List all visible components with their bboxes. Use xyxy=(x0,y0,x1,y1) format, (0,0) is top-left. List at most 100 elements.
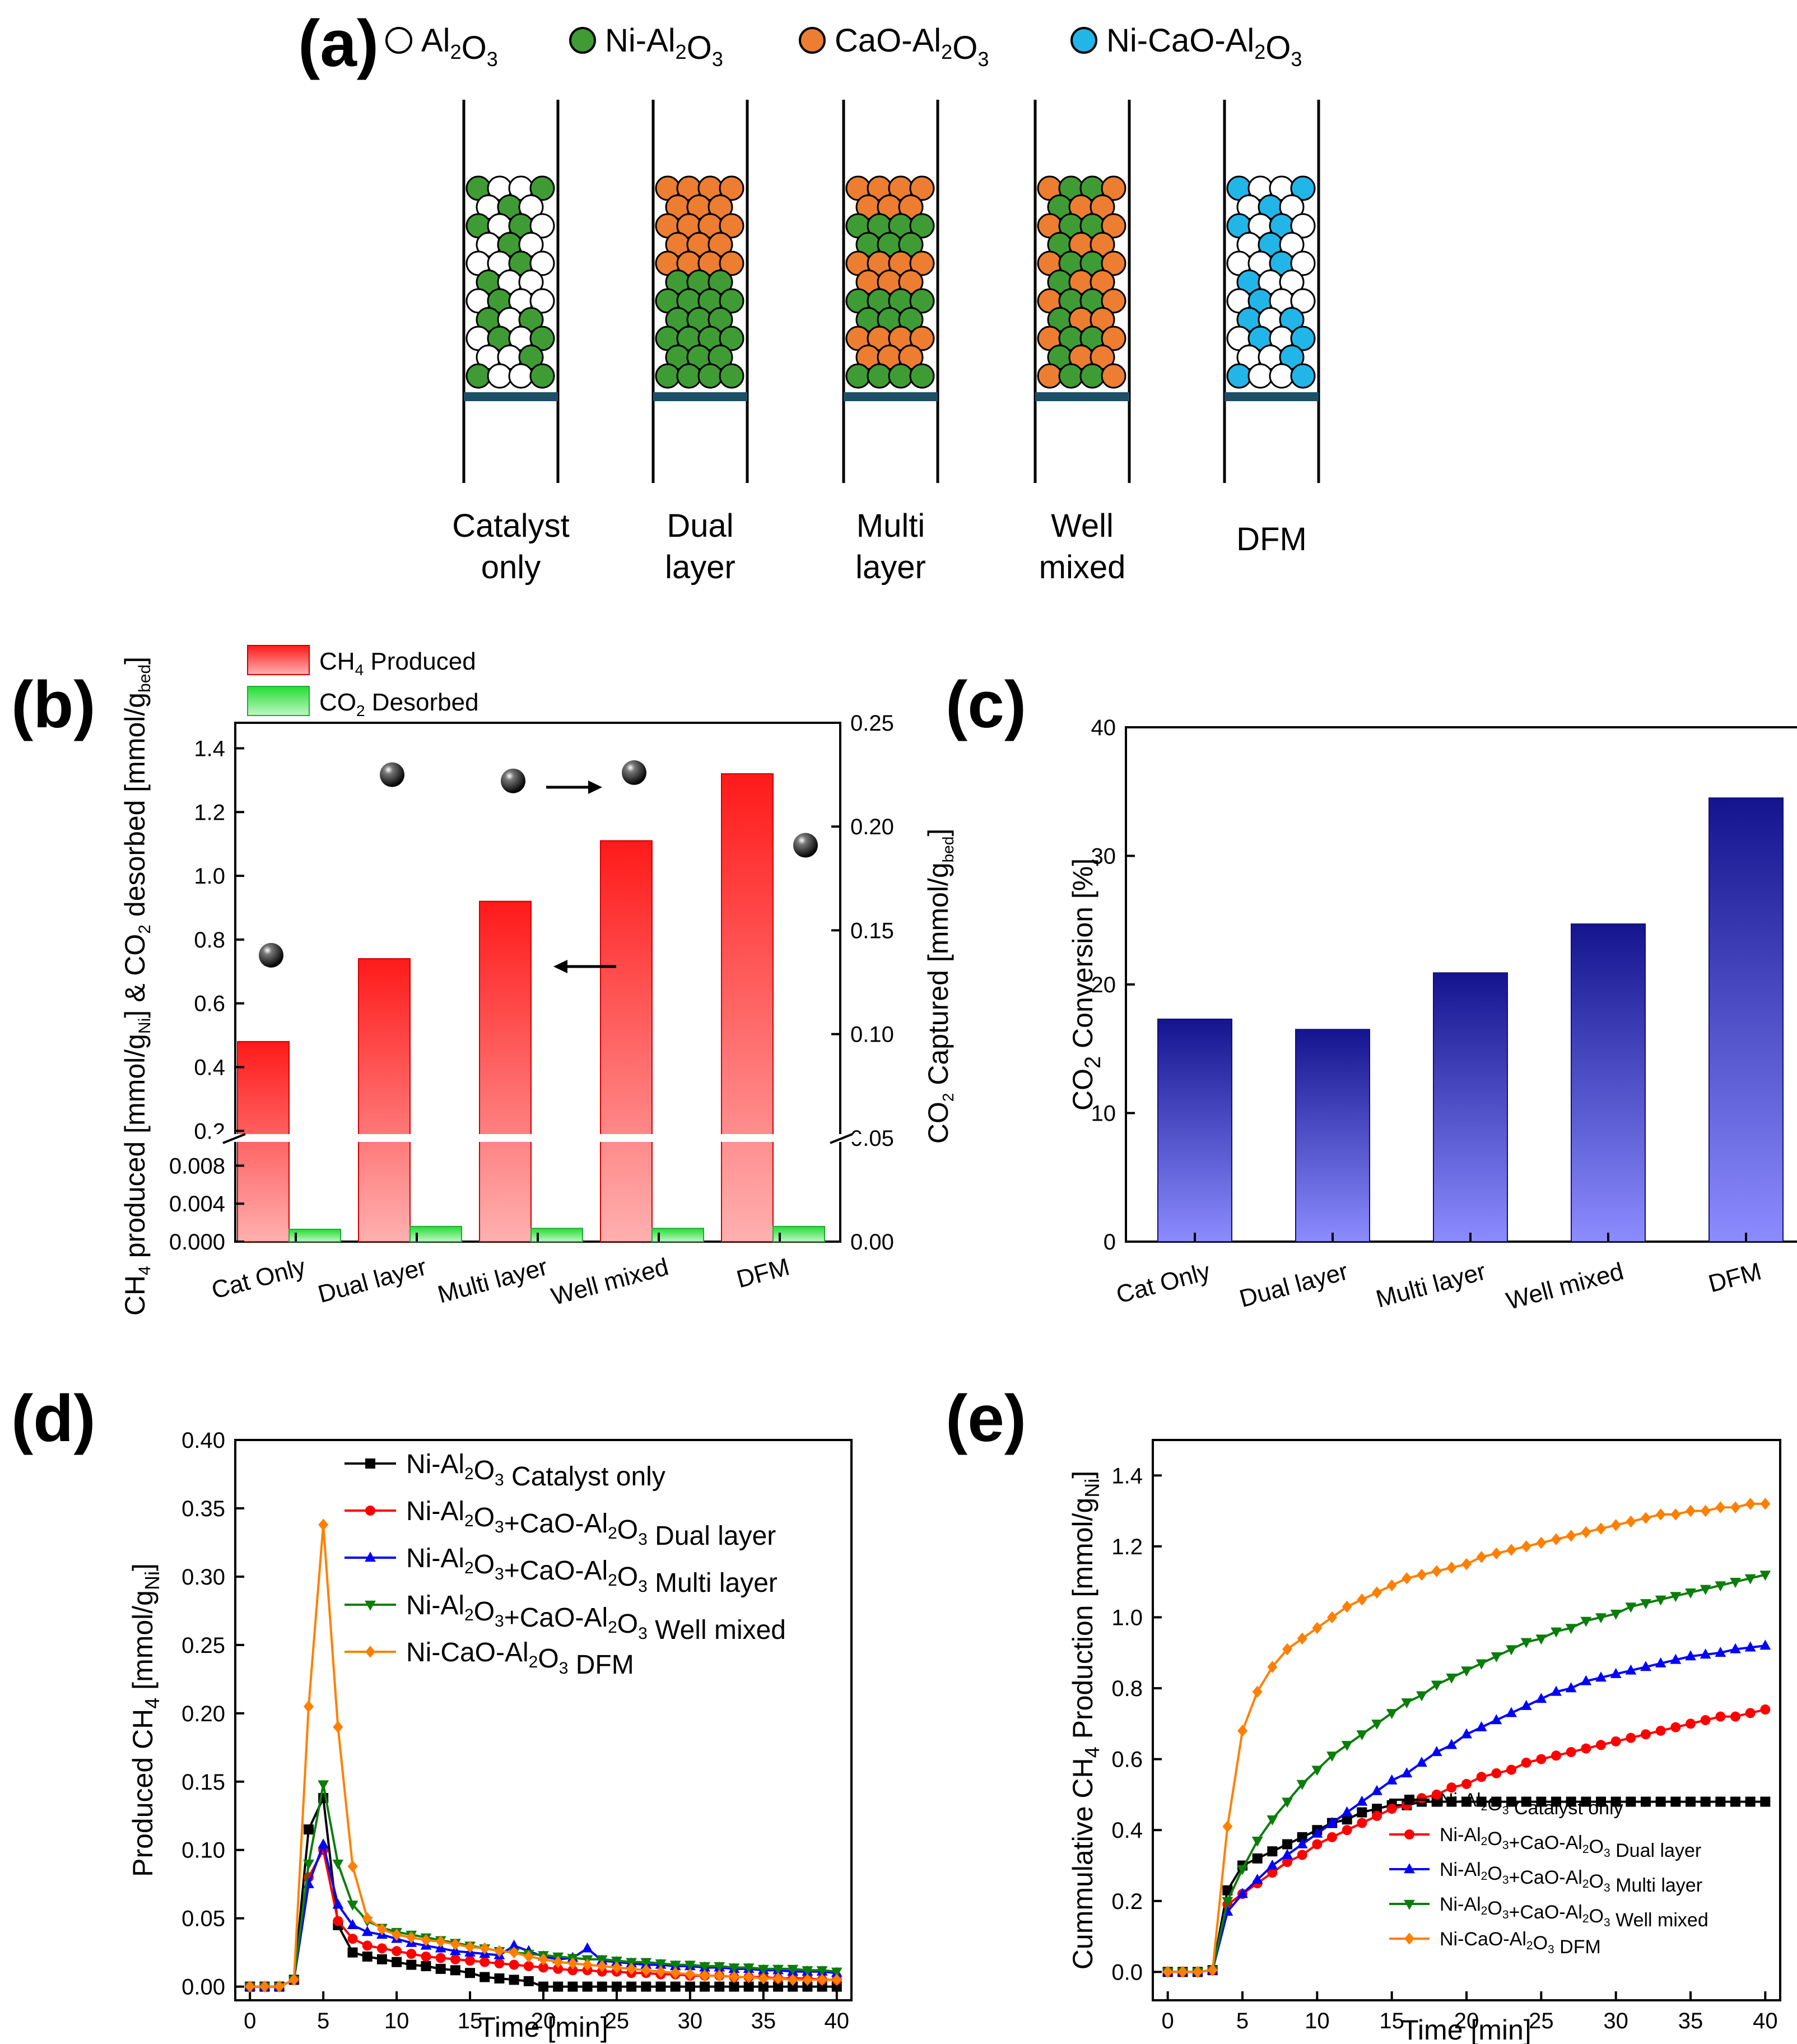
d-point-s1 xyxy=(685,1981,695,1992)
d-point-s4 xyxy=(669,1961,681,1971)
particle xyxy=(888,363,914,389)
d-point-s1 xyxy=(773,1981,784,1992)
e-point-s3 xyxy=(1655,1657,1666,1667)
d-legend-label-3: Ni-Al2O3+CaO-Al2O3 Multi layer xyxy=(406,1544,778,1598)
d-point-s4 xyxy=(757,1964,769,1975)
d-point-s1 xyxy=(523,1976,534,1986)
e-point-s1 xyxy=(1297,1832,1307,1842)
b-ytick-label: 1.2 xyxy=(194,800,225,825)
e-point-s5 xyxy=(1282,1643,1292,1656)
e-point-s4 xyxy=(1595,1613,1607,1624)
e-point-s3 xyxy=(1759,1639,1771,1650)
e-legend-marker-2 xyxy=(1404,1829,1414,1839)
d-point-s2 xyxy=(509,1959,519,1970)
panel-label-d: (d) xyxy=(11,1382,96,1456)
particle xyxy=(1290,250,1316,276)
e-point-s3 xyxy=(1251,1874,1263,1884)
d-point-s5 xyxy=(831,1973,842,1986)
particle xyxy=(1290,175,1316,201)
e-point-s4 xyxy=(1565,1624,1577,1634)
e-point-s2 xyxy=(1267,1868,1278,1878)
particle xyxy=(1290,213,1316,239)
e-point-s3 xyxy=(1551,1685,1562,1696)
d-point-s5 xyxy=(817,1973,827,1986)
d-point-s5 xyxy=(465,1941,476,1953)
d-xtick-label: 40 xyxy=(825,2009,850,2033)
e-point-s4 xyxy=(1461,1666,1472,1677)
d-point-s5 xyxy=(392,1929,402,1941)
e-point-s2 xyxy=(1581,1743,1591,1754)
c-ytick-label: 10 xyxy=(1091,1102,1116,1126)
d-point-s5 xyxy=(714,1969,725,1982)
d-xtick-label: 10 xyxy=(384,2009,409,2033)
b-xtick-label: Multi layer xyxy=(435,1253,550,1308)
e-point-s3 xyxy=(1446,1739,1458,1749)
e-point-s1 xyxy=(1715,1796,1726,1807)
d-point-s1 xyxy=(421,1961,431,1972)
d-point-s5 xyxy=(655,1965,666,1978)
d-point-s1 xyxy=(435,1963,446,1974)
d-point-s1 xyxy=(788,1981,798,1992)
d-point-s5 xyxy=(553,1955,564,1968)
d-legend: Ni-Al2O3 Catalyst only Ni-Al2O3+CaO-Al2O3… xyxy=(344,1450,786,1680)
reactor-column-3: Multi layer xyxy=(842,100,939,586)
particle xyxy=(655,363,681,389)
e-point-s3 xyxy=(1640,1661,1651,1671)
e-point-s4 xyxy=(1506,1645,1517,1656)
e-point-s4 xyxy=(1296,1780,1308,1790)
panel-a-columns: Catalyst only Dual layer Multi layer Well mixed… xyxy=(452,100,1320,586)
e-point-s2 xyxy=(1312,1839,1323,1850)
e-legend-label-2: Ni-Al2O3+CaO-Al2O3 Dual layer xyxy=(1440,1824,1701,1861)
b-arrow-left xyxy=(553,960,616,973)
particle xyxy=(529,363,555,389)
legend-label-4: Ni-CaO-Al2O3 xyxy=(1106,22,1302,71)
c-xtick-label: Dual layer xyxy=(1237,1257,1351,1313)
e-point-s3 xyxy=(1386,1774,1398,1785)
e-xlabel: Time [min] xyxy=(1402,2014,1531,2044)
e-point-s4 xyxy=(1475,1659,1487,1670)
column-label-line1: Well xyxy=(1051,508,1114,544)
d-point-s5 xyxy=(318,1518,329,1531)
e-point-s3 xyxy=(1744,1641,1756,1652)
d-point-s1 xyxy=(582,1981,593,1992)
particle xyxy=(1101,250,1126,276)
column-label-line1: Dual xyxy=(667,508,733,544)
reactor-frit xyxy=(844,392,938,401)
e-point-s4 xyxy=(1282,1797,1293,1808)
panel-label-c: (c) xyxy=(946,668,1026,742)
d-ytick-label: 0.35 xyxy=(181,1497,225,1521)
d-point-s2 xyxy=(450,1954,460,1964)
d-point-s1 xyxy=(406,1959,417,1970)
e-point-s1 xyxy=(1745,1796,1756,1807)
e-legend-label-5: Ni-CaO-Al2O3 DFM xyxy=(1440,1929,1601,1958)
particle xyxy=(508,363,534,389)
e-point-s3 xyxy=(1625,1664,1637,1675)
d-point-s4 xyxy=(831,1967,842,1978)
d-point-s4 xyxy=(640,1958,652,1968)
column-label-line1: Multi xyxy=(856,508,925,544)
d-point-s5 xyxy=(743,1971,754,1983)
e-point-s5 xyxy=(1596,1522,1606,1535)
e-point-s1 xyxy=(1641,1796,1651,1807)
e-point-s1 xyxy=(1267,1846,1278,1857)
e-point-s3 xyxy=(1341,1806,1353,1817)
e-point-s4 xyxy=(1730,1577,1741,1588)
b-ytick-right-label: 0.00 xyxy=(850,1230,894,1255)
c-bar-5 xyxy=(1708,797,1784,1242)
d-point-s5 xyxy=(685,1968,695,1981)
particle xyxy=(1079,363,1105,389)
e-point-s4 xyxy=(1251,1836,1263,1847)
column-label-line1: DFM xyxy=(1236,521,1307,558)
e-point-s2 xyxy=(1670,1722,1681,1732)
particle xyxy=(465,363,491,389)
e-point-s3 xyxy=(1401,1767,1413,1778)
panel-a-legend: Al2O3 Ni-Al2O3 CaO-Al2O3 Ni-CaO-Al2O3 xyxy=(385,22,1302,71)
e-point-s1 xyxy=(1566,1796,1576,1807)
d-point-s5 xyxy=(421,1934,431,1947)
e-point-s4 xyxy=(1371,1720,1382,1730)
d-legend-label-2: Ni-Al2O3+CaO-Al2O3 Dual layer xyxy=(406,1497,776,1551)
d-xtick-label: 35 xyxy=(751,2009,776,2033)
c-bars xyxy=(1157,797,1784,1242)
column-label-line2: mixed xyxy=(1039,549,1126,586)
